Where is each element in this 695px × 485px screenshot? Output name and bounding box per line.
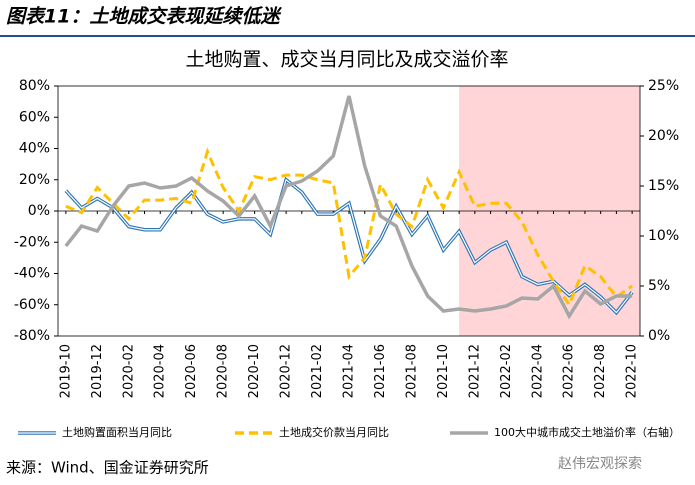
y-tick-label: 80% [19,78,50,94]
x-tick-label: 2022-04 [530,344,545,398]
source: 来源：Wind、国金证券研究所 [6,459,209,477]
x-tick-label: 2019-10 [58,344,73,398]
y2-tick-label: 15% [648,178,679,194]
y2-tick-label: 5% [648,278,670,294]
x-tick-label: 2021-10 [436,344,451,398]
y2-tick-label: 0% [648,328,670,344]
x-tick-label: 2022-02 [499,344,514,398]
y-tick-label: -80% [14,328,50,344]
x-tick-label: 2020-08 [216,344,231,398]
y-tick-label: 40% [19,141,50,157]
x-tick-label: 2020-04 [153,344,168,398]
series-line [65,147,633,308]
legend-label: 土地成交价款当月同比 [279,425,389,439]
x-tick-label: 2021-12 [467,344,482,398]
legend-label: 土地购置面积当月同比 [62,425,172,439]
x-tick-label: 2020-06 [184,344,199,398]
x-tick-label: 2022-06 [562,344,577,398]
header-title: 图表11：土地成交表现延续低迷 [6,6,282,28]
x-tick-label: 2021-04 [342,344,357,398]
y-tick-label: 0% [28,203,50,219]
legend-label: 100大中城市成交土地溢价率（右轴） [494,425,680,439]
y2-tick-label: 25% [648,78,679,94]
y-tick-label: -60% [14,297,50,313]
x-tick-label: 2020-10 [247,344,262,398]
x-tick-label: 2020-02 [121,344,136,398]
y-tick-label: -40% [14,266,50,282]
chart-title: 土地购置、成交当月同比及成交溢价率 [185,49,508,71]
y-tick-label: 20% [19,172,50,188]
x-tick-label: 2020-12 [279,344,294,398]
watermark: 赵伟宏观探索 [558,455,642,472]
y2-tick-label: 10% [648,228,679,244]
y-tick-label: 60% [19,109,50,125]
x-tick-label: 2019-12 [90,344,105,398]
x-tick-label: 2021-06 [373,344,388,398]
x-tick-label: 2021-08 [404,344,419,398]
series-line [65,178,633,314]
series-line [64,95,633,320]
x-tick-label: 2022-10 [625,344,640,398]
x-tick-label: 2022-08 [593,344,608,398]
x-tick-label: 2021-02 [310,344,325,398]
y2-tick-label: 20% [648,128,679,144]
y-tick-label: -20% [14,234,50,250]
